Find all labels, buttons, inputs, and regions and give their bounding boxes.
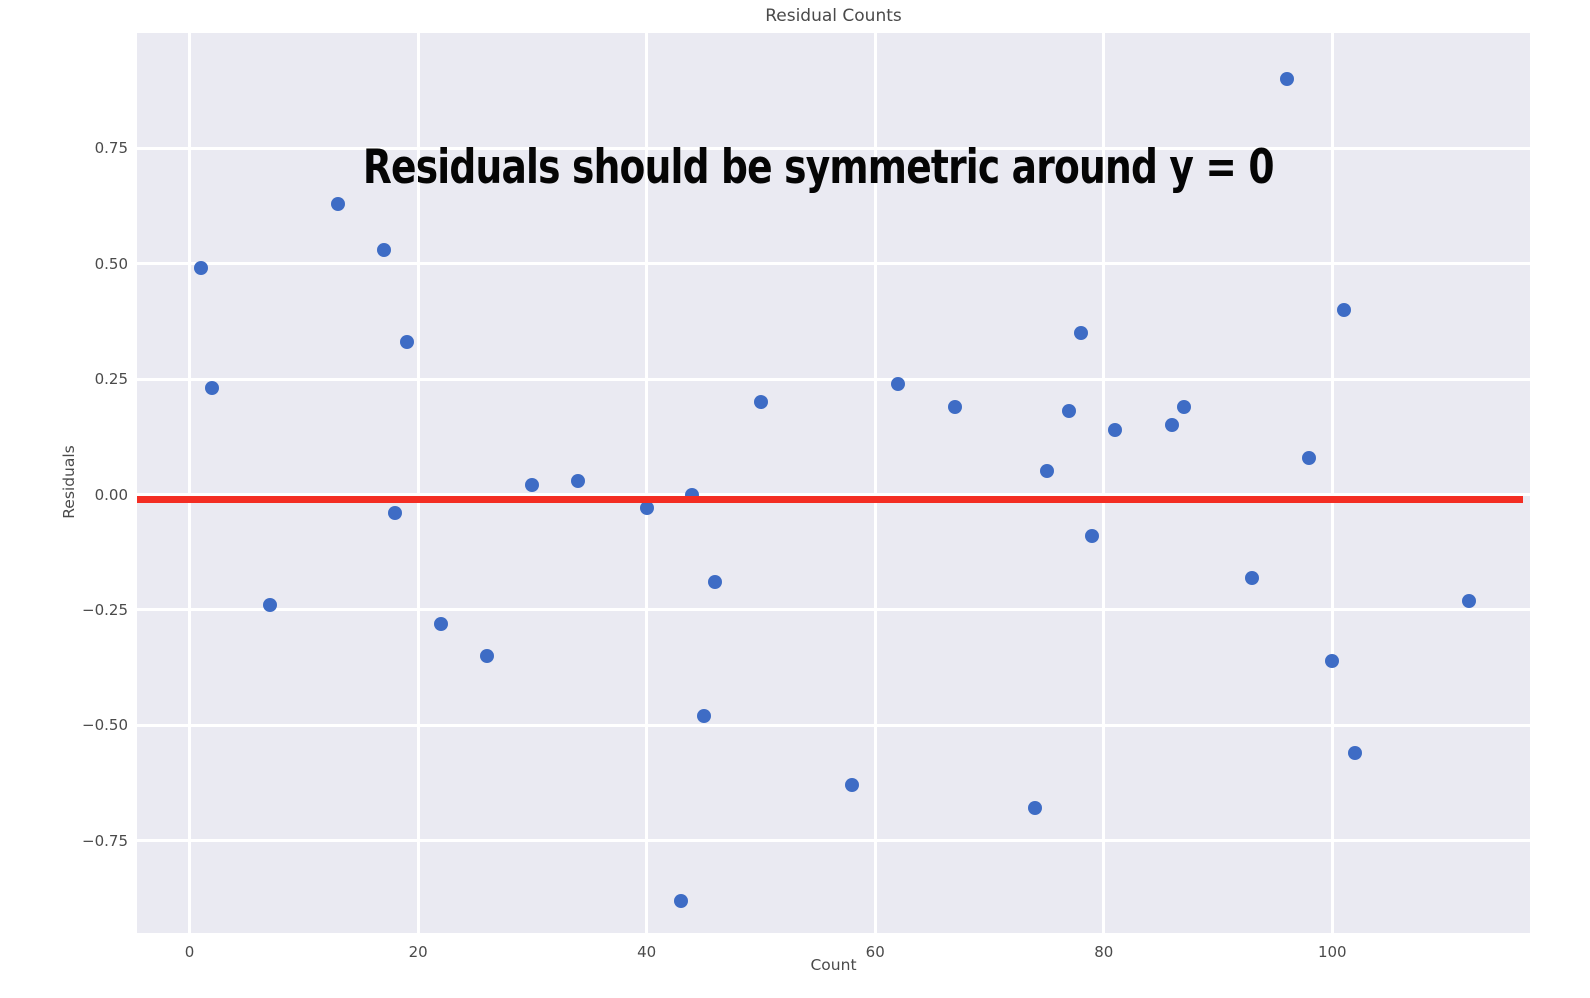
y-axis-label: Residuals: [60, 445, 78, 519]
scatter-point: [571, 473, 586, 488]
scatter-point: [639, 501, 654, 516]
scatter-point: [1039, 464, 1054, 479]
scatter-point: [753, 395, 768, 410]
y-tick-label: 0.50: [94, 254, 128, 273]
scatter-point: [948, 399, 963, 414]
scatter-point: [331, 196, 346, 211]
scatter-point: [1245, 570, 1260, 585]
scatter-point: [262, 598, 277, 613]
gridline-y: [137, 723, 1530, 727]
gridline-y: [137, 608, 1530, 612]
scatter-point: [1062, 404, 1077, 419]
y-tick-label: −0.25: [82, 600, 128, 619]
y-tick-label: 0.75: [94, 139, 128, 158]
x-tick-label: 0: [184, 943, 195, 961]
scatter-point: [1085, 529, 1100, 544]
scatter-point: [1336, 302, 1351, 317]
scatter-point: [845, 778, 860, 793]
scatter-point: [1462, 593, 1477, 608]
gridline-x: [188, 33, 192, 933]
scatter-point: [399, 335, 414, 350]
scatter-point: [1176, 399, 1191, 414]
gridline-y: [137, 377, 1530, 381]
gridline-y: [137, 262, 1530, 266]
scatter-point: [1302, 450, 1317, 465]
y-tick-label: 0.00: [94, 485, 128, 504]
x-tick-label: 100: [1317, 943, 1347, 961]
scatter-point: [433, 616, 448, 631]
scatter-point: [1028, 801, 1043, 816]
scatter-point: [696, 709, 711, 724]
scatter-point: [376, 242, 391, 257]
scatter-point: [525, 478, 540, 493]
scatter-point: [1073, 326, 1088, 340]
scatter-point: [1279, 72, 1294, 87]
plot-area: [137, 33, 1530, 933]
scatter-point: [1325, 653, 1340, 668]
y-tick-label: 0.25: [94, 370, 128, 389]
scatter-point: [891, 376, 906, 391]
scatter-point: [388, 506, 403, 520]
x-tick-label: 80: [1094, 943, 1114, 961]
y-tick-label: −0.50: [82, 716, 128, 735]
x-axis-label: Count: [810, 956, 857, 974]
gridline-y: [137, 839, 1530, 843]
gridline-x: [1102, 33, 1106, 933]
gridline-x: [416, 33, 420, 933]
scatter-point: [708, 575, 723, 590]
gridline-y: [137, 493, 1530, 497]
scatter-point: [479, 649, 494, 664]
scatter-point: [193, 261, 208, 276]
gridline-x: [873, 33, 877, 933]
y-tick-label: −0.75: [82, 831, 128, 850]
gridline-y: [137, 146, 1530, 150]
zero-reference-line: [137, 495, 1523, 503]
x-tick-label: 60: [865, 943, 885, 961]
gridline-x: [645, 33, 649, 933]
scatter-point: [1348, 746, 1363, 760]
gridline-x: [1330, 33, 1334, 933]
scatter-point: [1165, 418, 1180, 433]
scatter-point: [1108, 422, 1123, 437]
x-tick-label: 20: [408, 943, 428, 961]
scatter-point: [673, 893, 688, 908]
scatter-point: [205, 381, 220, 396]
chart-title: Residual Counts: [765, 6, 902, 26]
x-tick-label: 40: [637, 943, 657, 961]
